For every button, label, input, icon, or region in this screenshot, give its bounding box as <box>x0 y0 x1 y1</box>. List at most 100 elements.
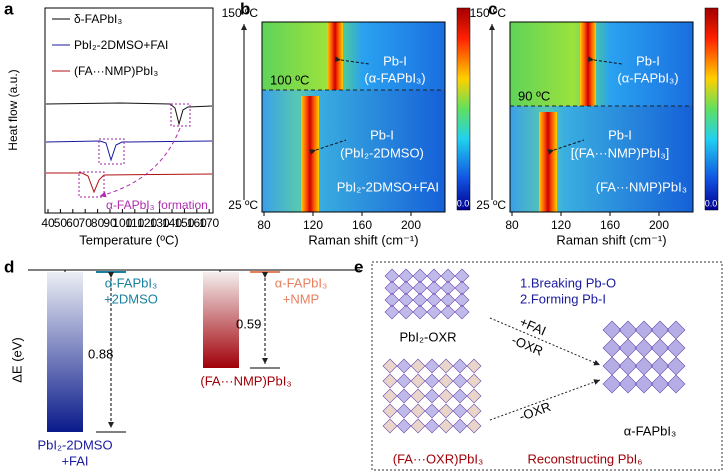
octahedron <box>424 403 440 419</box>
octahedron <box>412 304 428 320</box>
peak-label: Pb-I <box>608 127 632 142</box>
octahedron <box>438 373 454 389</box>
octahedron <box>452 403 468 419</box>
x-axis-label: Raman shift (cm⁻¹) <box>556 232 666 247</box>
octahedron <box>452 418 468 434</box>
energy-bar <box>47 272 83 432</box>
octahedron <box>382 418 398 434</box>
octahedron <box>410 418 426 434</box>
y-axis-label: ΔE (eV) <box>9 337 24 383</box>
octahedron <box>452 358 468 374</box>
x-tick-label: 120 <box>137 216 157 230</box>
panel-label: d <box>4 257 14 276</box>
arrow <box>309 139 347 155</box>
peak-label: (α-FAPbI₃) <box>364 70 425 85</box>
frame <box>371 261 723 471</box>
octahedron <box>618 320 638 340</box>
octahedron <box>602 320 622 340</box>
legend-entry: (FA···NMP)PbI₃ <box>74 64 158 78</box>
octahedron <box>396 403 412 419</box>
x-tick-label: 80 <box>257 218 271 232</box>
curve <box>45 102 213 126</box>
octahedron <box>396 388 412 404</box>
peak-stripe <box>327 22 343 90</box>
octahedron <box>396 418 412 434</box>
octahedron <box>424 373 440 389</box>
x-tick-label: 120 <box>303 218 323 232</box>
x-tick-label: 110 <box>125 216 144 230</box>
y-top: 150 ºC <box>470 6 507 20</box>
state-label: +NMP <box>283 291 319 306</box>
octahedron <box>438 418 454 434</box>
y-top: 150 ºC <box>222 6 259 20</box>
legend-entry: δ-FAPbI₃ <box>74 12 122 26</box>
octahedron <box>618 374 638 394</box>
x-tick-label: 50 <box>54 216 68 230</box>
peak-label: Pb-I <box>370 127 394 142</box>
octahedron <box>466 358 482 374</box>
octahedron <box>452 388 468 404</box>
arrow-label: -OXR <box>517 399 553 424</box>
octahedron <box>466 418 482 434</box>
sample-label: (FA···NMP)PbI₃ <box>596 179 687 194</box>
structure-label: α-FAPbI₃ <box>624 423 677 438</box>
energy-value: 0.88 <box>88 346 113 361</box>
x-tick-label: 170 <box>199 216 219 230</box>
x-tick-label: 200 <box>401 218 421 232</box>
octahedron <box>666 338 686 358</box>
colorbar-label: 1.0 <box>705 8 718 18</box>
octahedron <box>410 403 426 419</box>
octahedron <box>396 358 412 374</box>
x-tick-label: 160 <box>352 218 372 232</box>
octahedron <box>438 403 454 419</box>
octahedron <box>396 373 412 389</box>
energy-bar <box>203 272 239 368</box>
x-tick-label: 140 <box>162 216 182 230</box>
octahedron <box>618 356 638 376</box>
octahedron <box>410 358 426 374</box>
octahedron <box>650 338 670 358</box>
highlight-box <box>78 171 105 198</box>
plot-frame <box>44 7 214 214</box>
x-tick-label: 200 <box>649 218 669 232</box>
octahedron <box>398 304 414 320</box>
colorbar <box>704 7 719 211</box>
x-tick-label: 150 <box>174 216 194 230</box>
plot-frame <box>509 21 694 213</box>
peak-label: Pb-I <box>383 53 407 68</box>
octahedron <box>384 304 400 320</box>
octahedron <box>618 338 638 358</box>
line-label: 100 ºC <box>270 72 309 87</box>
step: 2.Forming Pb-I <box>520 291 606 306</box>
octahedron <box>426 304 442 320</box>
plot-frame <box>261 21 446 213</box>
x-tick-label: 80 <box>505 218 519 232</box>
octahedron <box>634 338 654 358</box>
peak-label: (α-FAPbI₃) <box>617 70 678 85</box>
octahedron <box>602 356 622 376</box>
heatmap-bottom <box>262 90 445 212</box>
x-tick-label: 160 <box>600 218 620 232</box>
step: 1.Breaking Pb-O <box>520 275 616 290</box>
octahedron <box>602 374 622 394</box>
state-label: PbI₂-2DMSO <box>37 437 112 452</box>
colorbar <box>456 7 471 211</box>
x-tick-label: 160 <box>187 216 207 230</box>
octahedron <box>650 356 670 376</box>
y-axis-label: Heat flow (a.u.) <box>6 69 20 150</box>
octahedron <box>424 388 440 404</box>
x-axis-label: Raman shift (cm⁻¹) <box>308 232 418 247</box>
octahedron <box>454 304 470 320</box>
peak-stripe <box>539 112 557 212</box>
panel-label: a <box>4 0 14 18</box>
peak-label: [(FA···NMP)PbI₃] <box>571 145 669 160</box>
octahedron <box>466 388 482 404</box>
colorbar-label: 0.0 <box>705 198 718 208</box>
state-label: +FAI <box>61 453 88 468</box>
y-bottom: 25 ºC <box>476 198 506 212</box>
x-tick-label: 60 <box>66 216 80 230</box>
curve <box>45 140 213 162</box>
octahedron <box>424 358 440 374</box>
line-label: 90 ºC <box>518 88 550 103</box>
